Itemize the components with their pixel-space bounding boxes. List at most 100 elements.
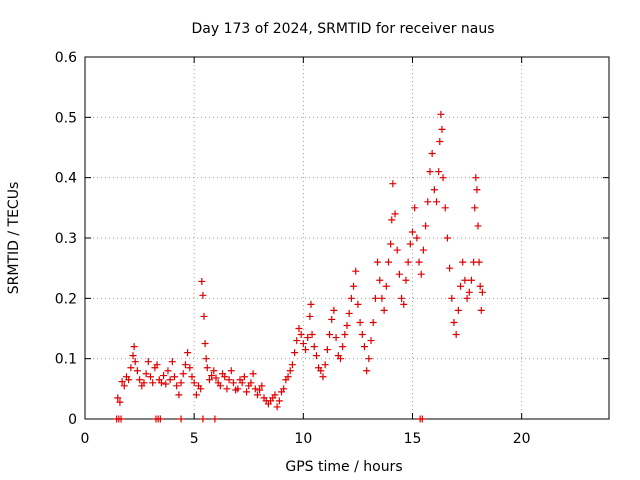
data-point [336, 355, 344, 363]
data-point [424, 198, 432, 206]
data-point [467, 276, 475, 284]
data-point [131, 358, 139, 366]
data-point [307, 300, 315, 308]
data-point [201, 340, 209, 348]
y-tick-label: 0.3 [55, 231, 77, 247]
data-point [341, 331, 349, 339]
data-point [476, 282, 484, 290]
data-point [380, 306, 388, 314]
data-point [433, 198, 441, 206]
y-tick-label: 0.4 [55, 171, 77, 187]
data-point [238, 379, 246, 387]
data-point [418, 415, 426, 423]
data-point [142, 370, 150, 378]
data-point [199, 291, 207, 299]
data-point [319, 373, 327, 381]
data-point [350, 282, 358, 290]
data-point [240, 373, 248, 381]
data-point [365, 355, 373, 363]
data-point [438, 125, 446, 133]
data-point [419, 246, 427, 254]
data-point [463, 294, 471, 302]
data-point [417, 270, 425, 278]
data-point [430, 186, 438, 194]
data-point [422, 222, 430, 230]
data-point [175, 391, 183, 399]
data-point [465, 288, 473, 296]
plot-frame [84, 56, 610, 420]
data-point [437, 110, 445, 118]
y-tick-label: 0.1 [55, 352, 77, 368]
data-point [256, 386, 264, 394]
data-point [149, 379, 157, 387]
data-point [473, 186, 481, 194]
data-point [120, 382, 128, 390]
data-point [457, 282, 465, 290]
y-tick-label: 0 [68, 412, 77, 428]
data-point [312, 352, 320, 360]
data-point [371, 294, 379, 302]
data-point [271, 391, 279, 399]
data-point [388, 216, 396, 224]
y-axis-label: SRMTID / TECUs [6, 182, 22, 295]
data-point [409, 228, 416, 236]
data-point [202, 355, 210, 363]
data-point [310, 343, 318, 351]
data-point [253, 391, 261, 399]
data-point [200, 312, 208, 320]
data-point [475, 258, 483, 266]
data-point [436, 137, 444, 145]
data-point [192, 391, 200, 399]
data-point [144, 358, 152, 366]
data-point [306, 312, 314, 320]
data-point [347, 294, 355, 302]
data-point [317, 367, 325, 375]
data-point [367, 337, 375, 345]
data-point [446, 264, 454, 272]
data-point [153, 361, 161, 369]
data-point [459, 258, 467, 266]
axis-ticks: 0 0.1 0.2 0.3 0.4 0.5 0.6 0 5 10 15 20 [55, 50, 609, 447]
data-point [280, 385, 288, 393]
data-point [249, 370, 257, 378]
data-point [118, 378, 126, 386]
data-point [164, 367, 172, 375]
data-point [179, 370, 187, 378]
x-tick-label: 10 [294, 431, 312, 447]
data-point [212, 374, 220, 382]
x-tick-label: 20 [513, 431, 531, 447]
data-point [435, 168, 443, 176]
data-point [343, 321, 351, 329]
data-point [330, 306, 338, 314]
data-point [441, 204, 449, 212]
data-point [157, 379, 165, 387]
data-point [352, 267, 360, 275]
data-point [229, 379, 237, 387]
data-point [168, 358, 176, 366]
data-point [147, 373, 154, 381]
data-point [198, 277, 206, 285]
data-point [478, 288, 486, 296]
data-point [326, 331, 334, 339]
data-point [286, 367, 294, 375]
x-tick-label: 5 [190, 431, 199, 447]
data-point [382, 282, 390, 290]
data-point [275, 397, 283, 405]
data-point [156, 415, 164, 423]
chart-title: Day 173 of 2024, SRMTID for receiver nau… [191, 21, 494, 37]
data-point [129, 352, 137, 360]
data-point [360, 343, 368, 351]
data-point [428, 150, 436, 158]
data-point [339, 343, 347, 351]
data-point [136, 376, 144, 384]
data-point [443, 234, 451, 242]
data-point [258, 382, 266, 390]
data-point [302, 346, 310, 354]
data-point [471, 204, 479, 212]
data-point [356, 318, 364, 326]
data-point [295, 325, 303, 332]
data-point [225, 376, 233, 384]
data-point [184, 349, 192, 357]
data-point [130, 343, 138, 351]
data-point [332, 334, 340, 342]
